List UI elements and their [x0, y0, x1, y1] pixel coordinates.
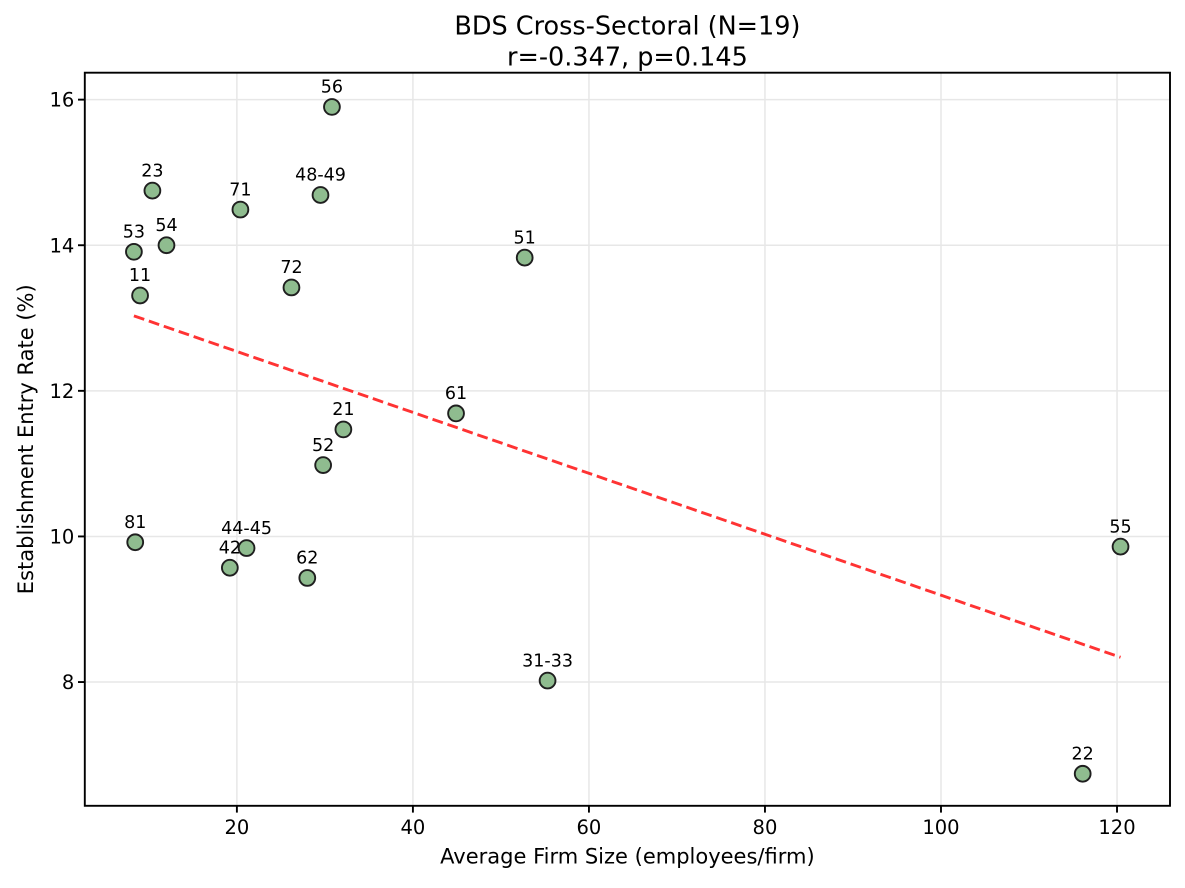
data-point-label: 21: [332, 400, 354, 420]
data-point-group: 71: [229, 180, 252, 219]
data-point-label: 81: [124, 513, 146, 533]
data-point-marker: [538, 671, 557, 690]
data-point-label: 61: [445, 384, 467, 404]
data-point-group: 21: [332, 400, 355, 439]
data-point-marker: [231, 200, 250, 219]
y-tick-label: 8: [62, 671, 74, 694]
chart-subtitle: r=-0.347, p=0.145: [507, 42, 748, 72]
data-point-group: 55: [1109, 517, 1132, 556]
x-tick-label: 100: [922, 816, 959, 839]
x-tick-label: 120: [1098, 816, 1135, 839]
data-point-marker: [298, 569, 317, 587]
data-point-marker: [237, 539, 256, 557]
data-point-marker: [334, 420, 353, 439]
y-tick-label: 14: [49, 234, 74, 257]
data-point-marker: [131, 286, 149, 305]
data-point-group: 72: [280, 258, 303, 297]
data-point-group: 53: [123, 222, 145, 261]
data-point-group: 81: [124, 513, 146, 552]
y-tick-label: 16: [49, 89, 74, 112]
data-point-marker: [515, 248, 534, 267]
data-point-label: 48-49: [295, 166, 346, 186]
data-point-label: 11: [129, 266, 151, 286]
data-point-label: 62: [296, 549, 318, 569]
data-point-label: 23: [141, 161, 163, 181]
gridlines: [84, 72, 1170, 806]
data-point-group: 42: [219, 538, 241, 577]
data-point-marker: [157, 236, 176, 255]
data-point-label: 71: [229, 180, 251, 200]
data-point-marker: [311, 186, 330, 204]
data-point-group: 48-49: [295, 166, 346, 204]
data-point-label: 54: [155, 216, 177, 236]
data-point-marker: [1111, 537, 1130, 556]
y-tick-label: 12: [49, 380, 74, 403]
data-point-group: 62: [296, 549, 318, 587]
data-point-label: 72: [280, 258, 302, 278]
data-point-marker: [323, 98, 341, 116]
x-tick-label: 80: [753, 816, 778, 839]
data-point-marker: [314, 456, 332, 474]
data-point-group: 44-45: [221, 519, 272, 557]
data-point-label: 31-33: [522, 651, 573, 671]
data-point-group: 23: [141, 161, 164, 200]
data-point-marker: [126, 533, 145, 552]
trend-line-layer: [133, 314, 1122, 659]
plot-border: [83, 71, 1171, 807]
data-point-label: 51: [514, 228, 536, 248]
x-tick-label: 40: [400, 816, 425, 839]
trend-line: [133, 314, 1122, 659]
data-point-label: 42: [219, 538, 241, 558]
data-point-label: 52: [312, 436, 334, 456]
data-point-marker: [282, 278, 301, 297]
data-point-group: 22: [1072, 744, 1094, 783]
data-point-group: 56: [321, 78, 343, 116]
data-point-group: 31-33: [522, 651, 573, 690]
data-point-group: 61: [445, 384, 467, 423]
data-point-marker: [220, 558, 239, 577]
axis-ticks: 20 40 60 80 100 120 8 10 12 14 16: [49, 89, 1135, 839]
data-point-marker: [125, 242, 143, 261]
data-point-label: 55: [1109, 517, 1131, 537]
data-point-group: 11: [129, 266, 151, 305]
data-point-label: 44-45: [221, 519, 272, 539]
data-point-marker: [1073, 764, 1092, 783]
data-point-marker: [143, 181, 162, 200]
data-point-marker: [447, 404, 465, 423]
y-tick-label: 10: [49, 526, 74, 549]
x-tick-label: 20: [224, 816, 249, 839]
x-tick-label: 60: [577, 816, 602, 839]
data-point-label: 56: [321, 78, 343, 98]
data-point-group: 51: [514, 228, 536, 267]
y-axis-label: Establishment Entry Rate (%): [14, 284, 38, 594]
data-point-group: 54: [155, 216, 178, 255]
data-point-label: 53: [123, 222, 145, 242]
x-axis-label: Average Firm Size (employees/firm): [440, 845, 814, 869]
data-point-label: 22: [1072, 744, 1094, 764]
data-point-group: 52: [312, 436, 334, 474]
chart-title: BDS Cross-Sectoral (N=19): [454, 12, 800, 42]
